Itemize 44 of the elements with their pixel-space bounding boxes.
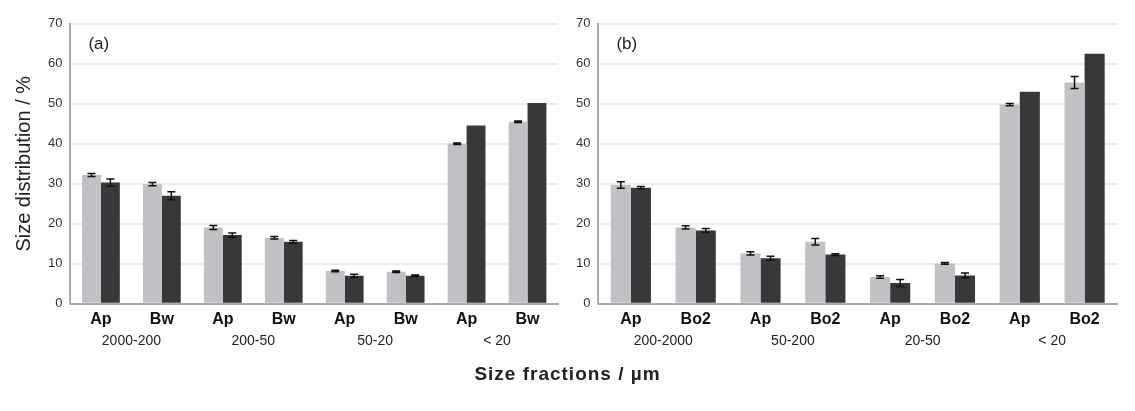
y-tick-label: 30: [575, 175, 591, 191]
text: < 20: [483, 331, 512, 348]
text: 50-20: [357, 331, 394, 348]
y-tick-label: 50: [47, 95, 63, 111]
x-tick-label: Bw: [271, 309, 297, 327]
text: 20-50: [904, 331, 941, 348]
x-tick-label: Ap: [749, 309, 772, 327]
y-tick-label: 70: [47, 15, 63, 31]
y-tick-label: 60: [575, 55, 591, 71]
y-tick-label: 10: [47, 255, 63, 271]
text: (a): [88, 33, 110, 53]
text: 2000-200: [101, 331, 162, 348]
y-tick-label: 20: [575, 215, 591, 231]
y-tick-label: 70: [575, 15, 591, 31]
x-tick-label: Ap: [90, 309, 112, 327]
x-tick-label: Ap: [334, 309, 356, 327]
y-axis-title: Size distribution / %: [11, 75, 34, 252]
y-tick-label: 20: [47, 215, 63, 231]
y-tick-label: 0: [55, 295, 63, 311]
text: 200-2000: [633, 331, 694, 348]
x-tick-label: Ap: [879, 309, 902, 327]
x-tick-label: Ap: [620, 309, 642, 327]
text: 50-200: [771, 331, 815, 348]
y-tick-label: 50: [575, 95, 591, 111]
text: 200-50: [231, 331, 276, 348]
y-tick-label: 40: [47, 135, 63, 151]
x-tick-label: Bo2: [1069, 309, 1100, 327]
x-tick-label: Bw: [515, 309, 541, 327]
y-tick-label: 0: [583, 295, 591, 311]
x-tick-label: Bo2: [810, 309, 841, 327]
y-tick-label: 30: [47, 175, 63, 191]
y-tick-label: 60: [47, 55, 63, 71]
y-tick-label: 10: [575, 255, 591, 271]
x-axis-title: Size fractions / µm: [473, 363, 662, 385]
text: < 20: [1038, 331, 1067, 348]
x-tick-label: Bo2: [939, 309, 971, 327]
x-tick-label: Bo2: [680, 309, 711, 327]
x-tick-label: Bw: [149, 309, 175, 327]
x-tick-label: Ap: [1009, 309, 1031, 327]
y-tick-label: 40: [575, 135, 591, 151]
text: (b): [616, 33, 638, 53]
x-tick-label: Ap: [212, 309, 234, 327]
x-tick-label: Ap: [455, 309, 478, 327]
x-tick-label: Bw: [393, 309, 419, 327]
